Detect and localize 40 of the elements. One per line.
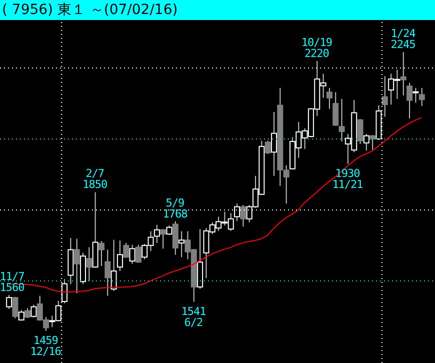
- candlestick: [370, 134, 376, 150]
- chart-title: ( 7956) 東１ ～(07/02/16): [0, 0, 435, 20]
- annotation: 1541 6/2: [181, 304, 206, 329]
- candlestick: [86, 246, 92, 282]
- candlestick: [123, 242, 130, 258]
- candlestick: [24, 308, 31, 319]
- candlestick: [338, 98, 345, 142]
- annotation: 11/7 1560: [0, 270, 24, 294]
- candlestick: [166, 225, 172, 236]
- candlestick: [240, 204, 246, 228]
- candlestick: [98, 240, 104, 267]
- annotation: 5/9 1768: [162, 196, 188, 220]
- candlestick: [412, 87, 419, 104]
- candlestick: [110, 239, 117, 292]
- candlestick: [270, 112, 277, 176]
- candlestick: [129, 244, 136, 264]
- candlestick: [160, 228, 166, 250]
- candlestick: [264, 140, 271, 154]
- annotation: 10/19 2220: [301, 36, 332, 60]
- candlestick: [418, 87, 425, 106]
- annotation: 1459 12/16: [30, 334, 61, 358]
- candlestick: [332, 92, 339, 126]
- candlestick: [178, 230, 185, 258]
- candlestick: [154, 224, 160, 244]
- candlestick: [406, 82, 413, 119]
- candlestick: [363, 134, 370, 152]
- annotation: 2/7 1850: [82, 167, 108, 192]
- candlestick: [357, 118, 364, 144]
- candlestick: [172, 220, 178, 256]
- candlestick: [326, 87, 332, 110]
- candlestick: [74, 238, 80, 294]
- candlestick: [400, 52, 406, 96]
- candlestick: [135, 244, 142, 264]
- candlestick: [6, 294, 12, 310]
- candlestick: [12, 296, 18, 319]
- annotation: 1/24 2245: [390, 27, 416, 52]
- candlestick: [104, 249, 111, 296]
- candlestick: [382, 76, 388, 118]
- candlestick: [30, 304, 37, 318]
- candlestick: [116, 240, 123, 272]
